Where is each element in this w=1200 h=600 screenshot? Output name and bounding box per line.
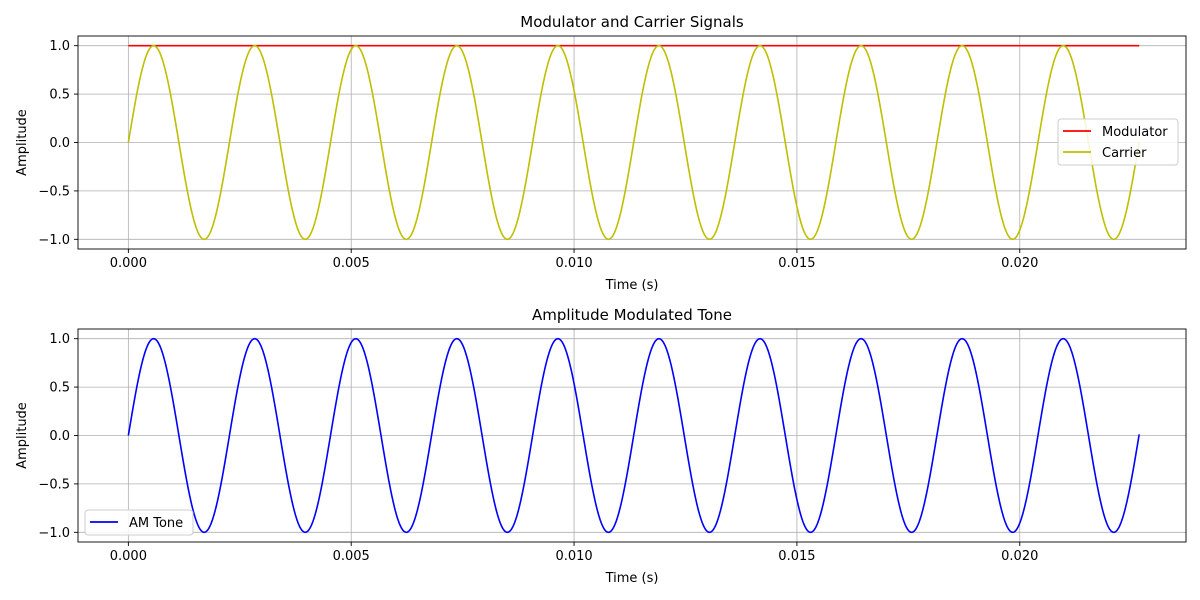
subplot-1: 0.000 0.005 0.010 0.015 0.020 −1.0 −0.5 0.0 0.5 1… bbox=[15, 13, 1187, 293]
y-axis-label: Amplitude bbox=[15, 402, 30, 469]
x-tick-label: 0.020 bbox=[1001, 549, 1038, 564]
series-line-am-tone bbox=[127, 337, 1140, 534]
chart-title: Amplitude Modulated Tone bbox=[532, 306, 732, 324]
y-tick-label: −1.0 bbox=[38, 233, 70, 248]
y-tick-label: 1.0 bbox=[49, 332, 70, 347]
x-tick-label: 0.000 bbox=[110, 256, 147, 271]
y-tick-label: 0.5 bbox=[49, 381, 70, 396]
x-tick-label: 0.010 bbox=[555, 256, 592, 271]
x-tick-label: 0.020 bbox=[1001, 256, 1038, 271]
y-tick-label: −0.5 bbox=[38, 184, 70, 199]
y-tick-label: 0.0 bbox=[49, 136, 70, 151]
legend-box bbox=[84, 509, 194, 536]
x-tick-label: 0.010 bbox=[555, 549, 592, 564]
y-tick-label: −1.0 bbox=[38, 526, 70, 541]
chart-title: Modulator and Carrier Signals bbox=[520, 13, 744, 31]
y-tick-label: 0.0 bbox=[49, 429, 70, 444]
y-tick-label: 0.5 bbox=[49, 88, 70, 103]
series-line-carrier bbox=[127, 44, 1140, 241]
x-axis-label: Time (s) bbox=[605, 571, 659, 586]
legend-label: Carrier bbox=[1102, 146, 1147, 161]
legend: AM Tone bbox=[84, 509, 194, 536]
legend-label: AM Tone bbox=[129, 516, 183, 531]
x-tick-label: 0.005 bbox=[333, 256, 370, 271]
x-tick-label: 0.015 bbox=[778, 256, 815, 271]
y-axis-label: Amplitude bbox=[15, 109, 30, 176]
y-tick-label: −0.5 bbox=[38, 477, 70, 492]
x-tick-label: 0.005 bbox=[333, 549, 370, 564]
series-lines bbox=[127, 337, 1140, 534]
y-tick-label: 1.0 bbox=[49, 39, 70, 54]
legend-label: Modulator bbox=[1102, 125, 1168, 140]
x-tick-label: 0.015 bbox=[778, 549, 815, 564]
series-lines bbox=[127, 44, 1140, 241]
legend: Modulator Carrier bbox=[1057, 118, 1179, 166]
x-axis-label: Time (s) bbox=[605, 278, 659, 293]
x-tick-label: 0.000 bbox=[110, 549, 147, 564]
subplot-2: 0.000 0.005 0.010 0.015 0.020 −1.0 −0.5 0.0 0.5 1… bbox=[15, 306, 1187, 586]
